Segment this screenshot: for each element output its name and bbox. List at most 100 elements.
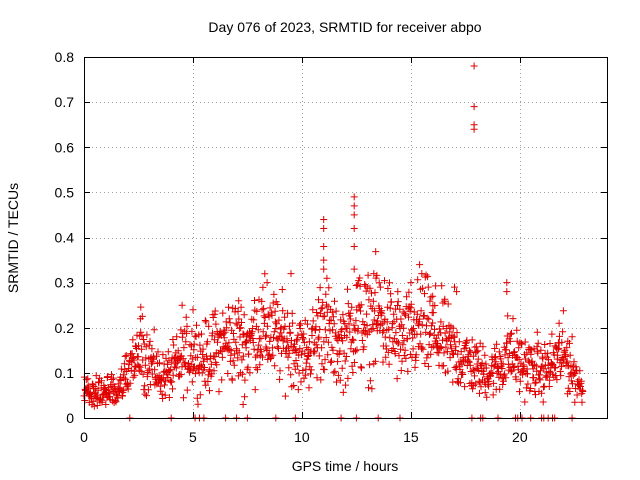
data-point (387, 290, 395, 298)
data-point (141, 361, 149, 369)
data-point (470, 103, 478, 111)
data-point (479, 343, 487, 351)
data-point (256, 361, 264, 369)
data-point (519, 371, 527, 379)
y-tick-labels: 0 0.1 0.2 0.3 0.4 0.5 0.6 0.7 0.8 (55, 49, 75, 426)
data-point (273, 320, 281, 328)
data-point (343, 333, 351, 341)
data-point (406, 307, 414, 315)
data-point (206, 366, 214, 374)
data-point (386, 334, 394, 342)
data-point (531, 379, 539, 387)
data-points (80, 62, 587, 422)
data-point (481, 351, 489, 359)
y-axis-label: SRMTID / TECUs (5, 183, 21, 293)
data-point (108, 376, 116, 383)
data-point (422, 271, 430, 279)
data-point (288, 309, 296, 317)
data-point (508, 329, 515, 337)
data-point (183, 329, 191, 337)
data-point (475, 367, 483, 374)
data-point (228, 376, 236, 384)
data-point (350, 359, 358, 366)
data-point (449, 324, 457, 332)
data-point (226, 319, 234, 327)
data-point (536, 376, 544, 384)
data-point (453, 329, 461, 337)
data-point (416, 261, 424, 269)
data-point (452, 343, 460, 351)
data-point (222, 339, 230, 347)
data-point (572, 385, 580, 392)
data-point (482, 364, 490, 372)
data-point (386, 279, 393, 287)
data-point (177, 371, 185, 379)
data-point (263, 322, 271, 330)
data-point (481, 389, 489, 397)
data-point (188, 378, 196, 386)
data-point (571, 398, 579, 406)
data-point (270, 334, 277, 342)
data-point (554, 351, 562, 359)
data-point (408, 326, 416, 334)
data-point (239, 370, 247, 378)
data-point (151, 366, 159, 374)
y-tick-label: 0.8 (55, 49, 75, 65)
data-point (503, 279, 511, 287)
data-point (307, 370, 314, 378)
data-point (169, 385, 176, 393)
data-point (556, 332, 563, 340)
data-point (455, 338, 463, 346)
data-point (235, 297, 243, 305)
data-point (395, 339, 403, 347)
data-point (555, 319, 563, 327)
data-point (308, 325, 316, 333)
data-point (153, 352, 160, 360)
data-point (473, 348, 481, 356)
data-point (148, 370, 156, 378)
data-point (154, 348, 162, 356)
data-point (425, 315, 433, 323)
data-point (321, 312, 329, 320)
y-tick-label: 0.5 (55, 184, 75, 200)
data-point (507, 330, 515, 338)
data-point (213, 361, 221, 369)
data-point (331, 367, 339, 375)
data-point (255, 341, 263, 349)
data-point (369, 325, 377, 332)
data-point (427, 293, 435, 301)
data-point (496, 385, 504, 393)
data-point (404, 367, 412, 375)
data-point (241, 393, 249, 401)
data-point (545, 368, 553, 375)
data-point (339, 388, 347, 396)
data-point (218, 353, 226, 361)
data-point (158, 374, 166, 382)
data-point (165, 394, 173, 401)
data-point (296, 321, 303, 329)
data-point (324, 351, 332, 359)
data-point (513, 326, 521, 334)
data-point (521, 338, 529, 346)
data-point (259, 353, 266, 361)
y-tick-label: 0.2 (55, 320, 75, 336)
data-point (137, 303, 145, 311)
data-point (551, 364, 559, 372)
data-point (234, 354, 242, 362)
data-point (239, 352, 247, 360)
data-point (485, 377, 493, 385)
data-point (507, 368, 515, 376)
data-point (344, 300, 352, 308)
data-point (148, 345, 156, 353)
data-point (417, 307, 425, 315)
data-point (169, 336, 177, 343)
data-point (423, 314, 431, 322)
data-point (240, 311, 248, 319)
data-point (174, 347, 182, 355)
data-point (399, 341, 407, 349)
data-point (259, 283, 267, 291)
data-point (418, 321, 426, 329)
data-point (559, 307, 567, 315)
data-point (385, 360, 393, 368)
